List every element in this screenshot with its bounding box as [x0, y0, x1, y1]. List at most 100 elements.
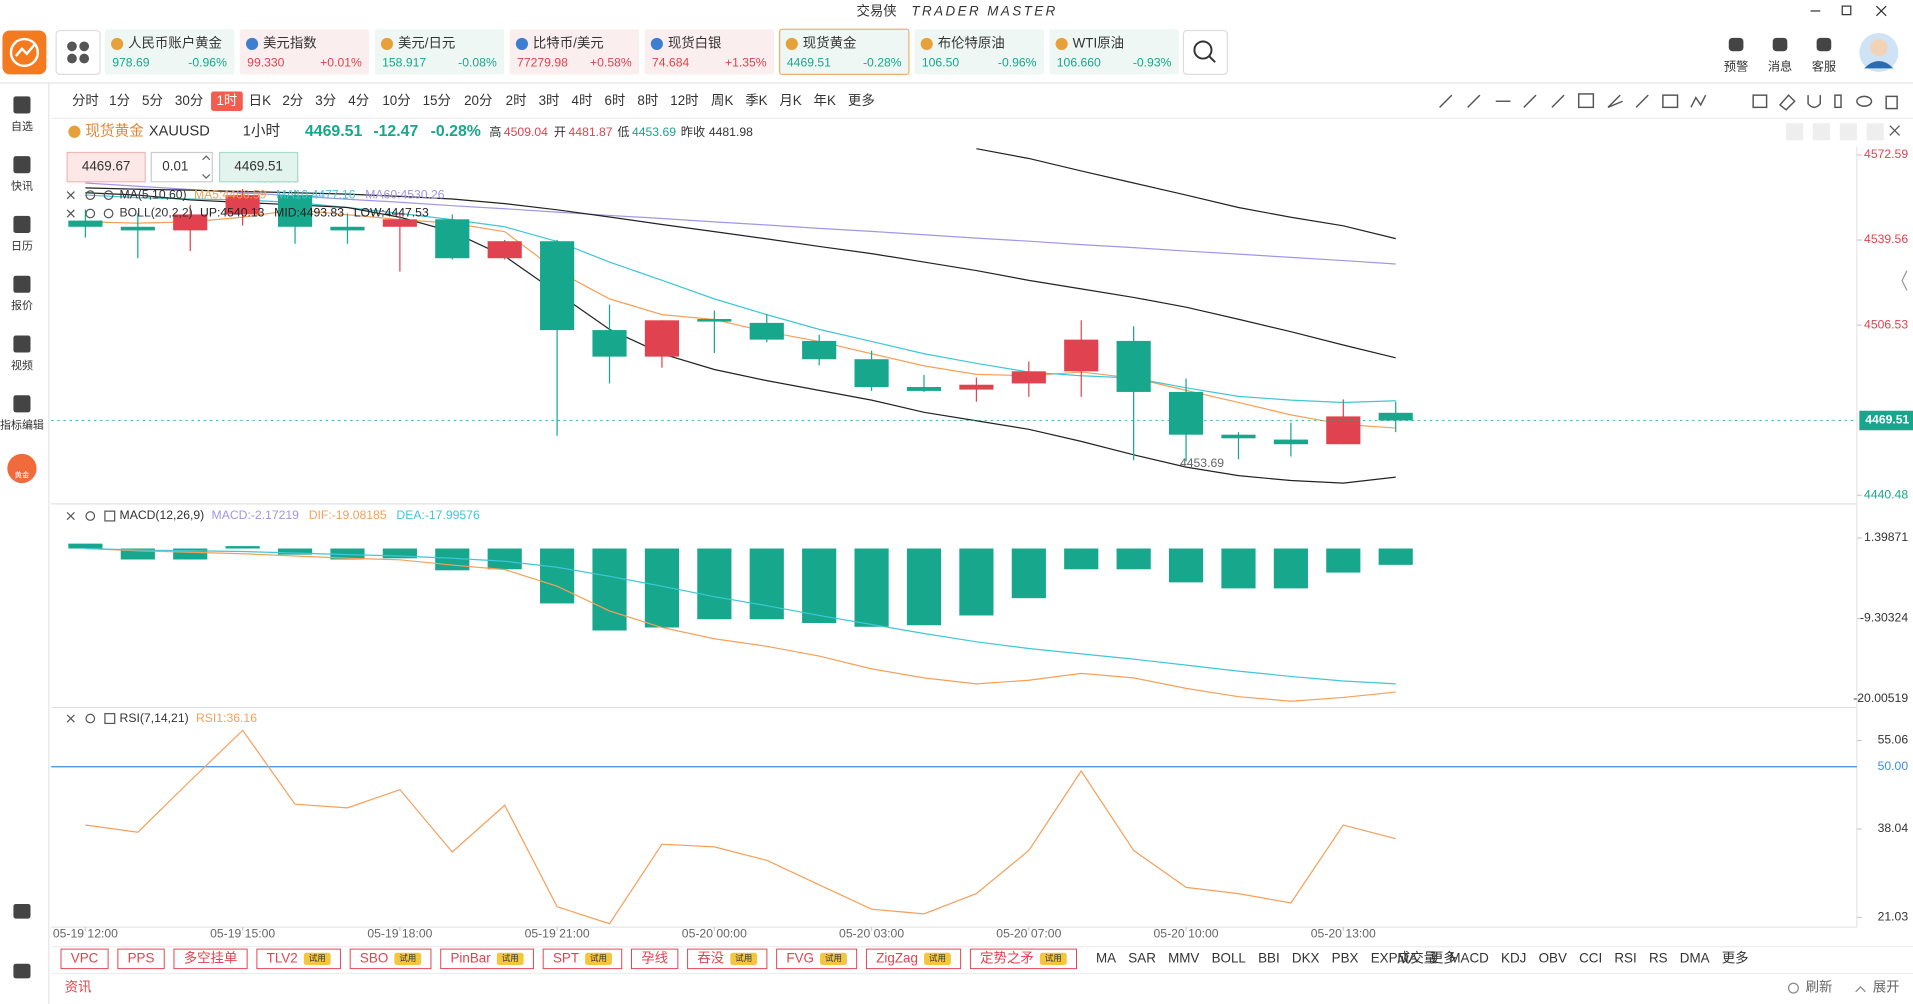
timeframe[interactable]: 10分 [382, 93, 410, 108]
legend-eye[interactable] [103, 208, 114, 219]
timeframe[interactable]: 8时 [637, 93, 658, 108]
ticker-card[interactable] [1049, 29, 1179, 75]
legend-eye[interactable] [103, 190, 114, 201]
indicator-tab[interactable]: RSI [1614, 950, 1636, 965]
indicator-tab[interactable]: MACD [1449, 950, 1489, 965]
legend-settings[interactable] [85, 208, 96, 219]
tab-box[interactable] [776, 948, 858, 970]
indicator-tab[interactable]: 更多 [1722, 949, 1749, 965]
strategy-tab[interactable]: 多空挂单 [173, 948, 248, 970]
ticker-card[interactable] [644, 29, 774, 75]
sidebar-label[interactable]: 日历 [11, 239, 33, 252]
strategy-tab[interactable]: VPC [60, 948, 109, 970]
tab-box[interactable] [969, 948, 1077, 970]
tool-image[interactable] [1662, 94, 1679, 109]
tool-magnet[interactable] [1807, 95, 1822, 109]
indicator-tab[interactable]: DMA [1680, 950, 1710, 965]
timeframe[interactable]: 30分 [175, 93, 203, 108]
pane-tools[interactable] [1786, 123, 1901, 141]
ticker-card[interactable] [914, 29, 1044, 75]
sidebar-label[interactable]: 黄金 [15, 471, 30, 480]
timeframe[interactable]: 4分 [348, 93, 369, 108]
tab-box[interactable] [630, 948, 679, 970]
lot-value[interactable]: 0.01 [162, 159, 188, 174]
tab-label[interactable]: 吞没 [697, 950, 724, 965]
collapse-arrow[interactable] [1901, 270, 1908, 291]
ticker-card[interactable] [239, 29, 370, 75]
tab-label[interactable]: ZigZag [876, 950, 918, 965]
tool-wave[interactable] [1690, 94, 1707, 108]
timeframe[interactable]: 2时 [506, 93, 527, 108]
symbol-period[interactable]: 1小时 [243, 123, 281, 140]
legend-expand[interactable] [104, 510, 116, 522]
tool-segment[interactable] [1523, 94, 1537, 108]
tab-label[interactable]: FVG [786, 950, 814, 965]
tool-pen[interactable] [1635, 94, 1649, 108]
lot-box[interactable] [150, 151, 213, 183]
tab-label[interactable]: VPC [71, 950, 99, 965]
ticker-card[interactable] [509, 29, 640, 75]
timeframe[interactable]: 月K [779, 93, 801, 108]
sidebar-icon[interactable] [13, 156, 31, 174]
action-icon[interactable] [1816, 37, 1832, 52]
tool-fan[interactable] [1607, 94, 1623, 109]
pane-tool[interactable] [1866, 123, 1884, 141]
action-icon[interactable] [1772, 37, 1788, 52]
tool-arrow[interactable] [1551, 94, 1565, 108]
tab-label[interactable]: PPS [128, 950, 155, 965]
tab-box[interactable] [117, 948, 165, 970]
tool-fib[interactable] [1577, 93, 1595, 109]
action-icon[interactable] [1728, 37, 1744, 52]
strategy-tab[interactable]: TLV2 试用 [256, 948, 341, 970]
tab-box[interactable] [687, 948, 768, 970]
action-label[interactable]: 消息 [1768, 58, 1792, 73]
sidebar-icon[interactable] [13, 215, 31, 234]
footer-news[interactable]: 资讯 [65, 980, 92, 995]
close[interactable] [1875, 5, 1887, 17]
sidebar-icon[interactable] [13, 96, 31, 114]
sidebar-gold[interactable] [7, 453, 37, 484]
tool-eraser[interactable] [1778, 94, 1796, 111]
indicator-tab[interactable]: DKX [1292, 950, 1320, 965]
timeframe[interactable]: 季K [745, 93, 767, 108]
tab-label[interactable]: SPT [553, 950, 579, 965]
tab-label[interactable]: 孕线 [641, 950, 668, 965]
tab-label[interactable]: TLV2 [267, 950, 298, 965]
legend-close[interactable] [66, 209, 75, 218]
timeframe[interactable]: 12时 [670, 93, 698, 108]
strategy-tab[interactable]: SPT 试用 [542, 948, 623, 970]
legend-close[interactable] [66, 714, 75, 723]
tab-label[interactable]: SBO [360, 950, 388, 965]
ticker-card[interactable] [374, 29, 505, 75]
legend-settings[interactable] [85, 511, 96, 521]
symbol-name[interactable]: 现货黄金 [85, 123, 144, 140]
legend-expand[interactable] [104, 713, 116, 725]
sidebar-label[interactable]: 自选 [11, 120, 33, 133]
tab-box[interactable] [349, 948, 432, 970]
timeframe[interactable]: 周K [711, 93, 733, 108]
search-button[interactable] [1182, 29, 1228, 76]
timeframe[interactable]: 年K [814, 93, 836, 108]
timeframe[interactable]: 20分 [464, 93, 492, 108]
sidebar-icon[interactable] [13, 963, 31, 979]
timeframe[interactable]: 15分 [423, 93, 451, 108]
indicator-tab[interactable]: 成交量 [1397, 949, 1437, 965]
tool-note[interactable] [1752, 94, 1768, 109]
buy-box[interactable] [218, 151, 299, 183]
indicator-tab[interactable]: KDJ [1501, 950, 1526, 965]
timeframe[interactable]: 3时 [539, 93, 560, 108]
indicator-tab[interactable]: SAR [1128, 950, 1156, 965]
indicator-tab[interactable]: MMV [1168, 950, 1199, 965]
footer-refresh[interactable]: 刷新 [1806, 980, 1833, 995]
sidebar-label[interactable]: 指标编辑 [0, 418, 44, 432]
tool-eye[interactable] [1856, 95, 1873, 107]
sidebar-icon[interactable] [13, 275, 31, 293]
pane-tool[interactable] [1812, 123, 1831, 141]
indicator-tab[interactable]: 更多 [1430, 949, 1457, 965]
strategy-tab[interactable]: SBO 试用 [349, 948, 432, 970]
pane-tool[interactable] [1839, 123, 1857, 141]
ticker-card[interactable] [778, 28, 910, 76]
timeframe[interactable]: 1分 [109, 93, 130, 108]
timeframe[interactable]: 5分 [142, 93, 163, 108]
timeframe[interactable]: 分时 [72, 93, 99, 108]
